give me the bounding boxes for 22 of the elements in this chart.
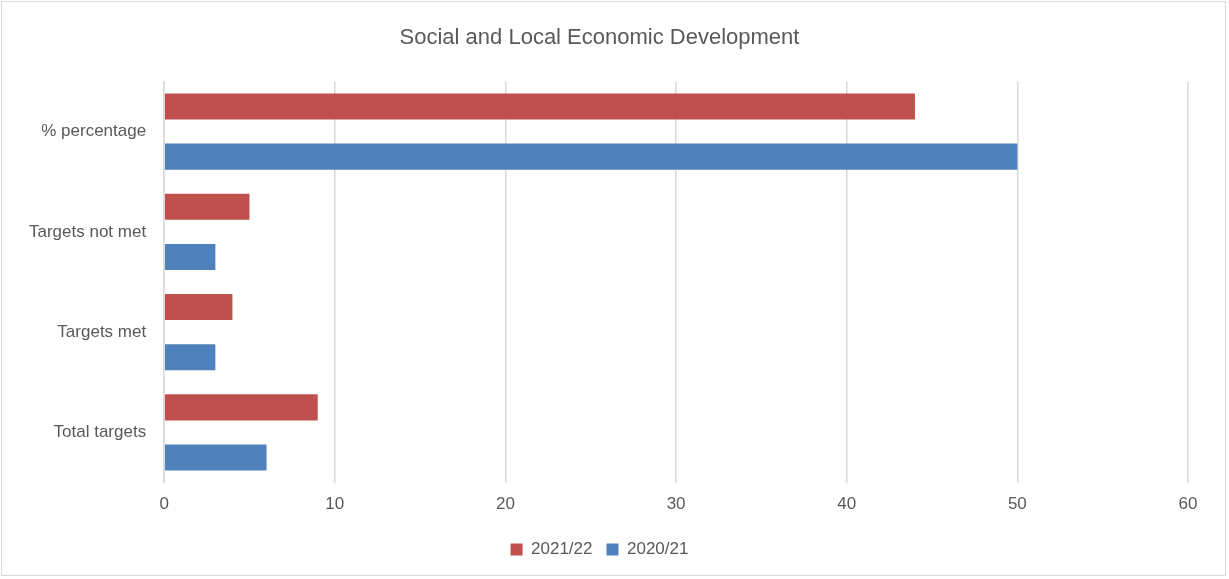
legend-label: 2021/22 xyxy=(531,539,593,559)
y-tick-label: Targets met xyxy=(57,321,147,341)
y-tick-label: % percentage xyxy=(41,121,147,141)
x-tick-label: 40 xyxy=(837,494,857,514)
x-tick-label: 0 xyxy=(159,494,169,514)
chart-title: Social and Local Economic Development xyxy=(399,24,800,50)
x-tick-label: 20 xyxy=(495,494,515,514)
bar xyxy=(164,444,267,471)
bar xyxy=(164,143,1018,170)
bar xyxy=(164,294,233,321)
y-tick-label: Total targets xyxy=(53,422,147,442)
x-tick-label: 50 xyxy=(1007,494,1027,514)
x-tick-label: 60 xyxy=(1178,494,1198,514)
bar xyxy=(164,243,216,270)
y-tick-label: Targets not met xyxy=(28,221,147,241)
bar xyxy=(164,394,318,421)
x-tick-label: 30 xyxy=(666,494,686,514)
x-tick-label: 10 xyxy=(325,494,345,514)
bar xyxy=(164,344,216,371)
bar xyxy=(164,93,915,120)
legend-label: 2020/21 xyxy=(627,539,689,559)
bar xyxy=(164,193,250,220)
